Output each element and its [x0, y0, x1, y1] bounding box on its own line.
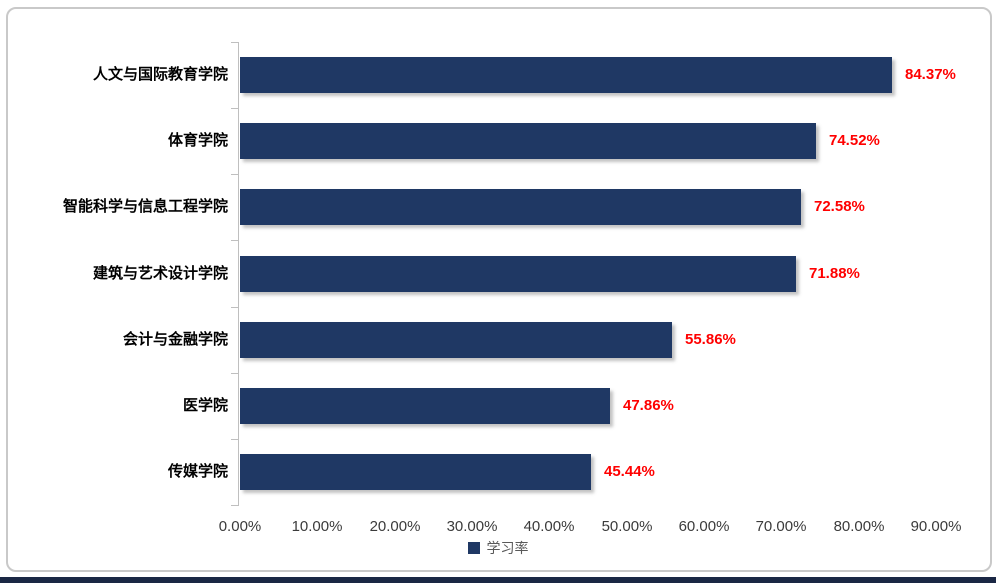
value-label-1: 84.37% [905, 66, 956, 83]
value-label-3: 72.58% [814, 198, 865, 215]
y-axis-tick-mark [231, 505, 238, 506]
bar-6[interactable] [240, 388, 610, 424]
x-axis-tick-label-0: 0.00% [218, 518, 262, 535]
y-axis-tick-mark [231, 373, 238, 374]
bar-2[interactable] [240, 123, 816, 159]
category-label-3: 智能科学与信息工程学院 [62, 198, 228, 215]
y-axis-tick-mark [231, 42, 238, 43]
value-label-2: 74.52% [829, 132, 880, 149]
category-label-5: 会计与金融学院 [122, 331, 228, 348]
bottom-edge-band [0, 577, 996, 583]
x-axis-tick-label-6: 60.00% [678, 518, 730, 535]
bar-1[interactable] [240, 57, 892, 93]
category-label-6: 医学院 [182, 397, 228, 414]
x-axis-tick-label-4: 40.00% [523, 518, 575, 535]
value-label-4: 71.88% [809, 265, 860, 282]
value-label-7: 45.44% [604, 463, 655, 480]
category-label-7: 传媒学院 [167, 463, 228, 480]
y-axis-tick-mark [231, 174, 238, 175]
category-label-1: 人文与国际教育学院 [92, 66, 228, 83]
y-axis-tick-mark [231, 108, 238, 109]
x-axis-tick-label-2: 20.00% [369, 518, 421, 535]
bar-4[interactable] [240, 256, 796, 292]
bar-3[interactable] [240, 189, 801, 225]
x-axis-tick-label-3: 30.00% [446, 518, 498, 535]
category-label-2: 体育学院 [167, 132, 228, 149]
y-axis-line [238, 42, 239, 506]
category-label-4: 建筑与艺术设计学院 [92, 265, 228, 282]
legend[interactable]: 学习率 [0, 539, 996, 557]
value-label-5: 55.86% [685, 331, 736, 348]
x-axis-tick-label-7: 70.00% [755, 518, 807, 535]
y-axis-tick-mark [231, 240, 238, 241]
legend-series-swatch-icon [467, 542, 480, 554]
legend-series-label: 学习率 [486, 540, 529, 556]
x-axis-tick-label-9: 90.00% [910, 518, 962, 535]
x-axis-tick-label-5: 50.00% [601, 518, 653, 535]
x-axis-tick-label-1: 10.00% [291, 518, 343, 535]
value-label-6: 47.86% [623, 397, 674, 414]
bar-5[interactable] [240, 322, 672, 358]
x-axis-tick-label-8: 80.00% [833, 518, 885, 535]
y-axis-tick-mark [231, 439, 238, 440]
y-axis-tick-mark [231, 307, 238, 308]
bar-7[interactable] [240, 454, 591, 490]
